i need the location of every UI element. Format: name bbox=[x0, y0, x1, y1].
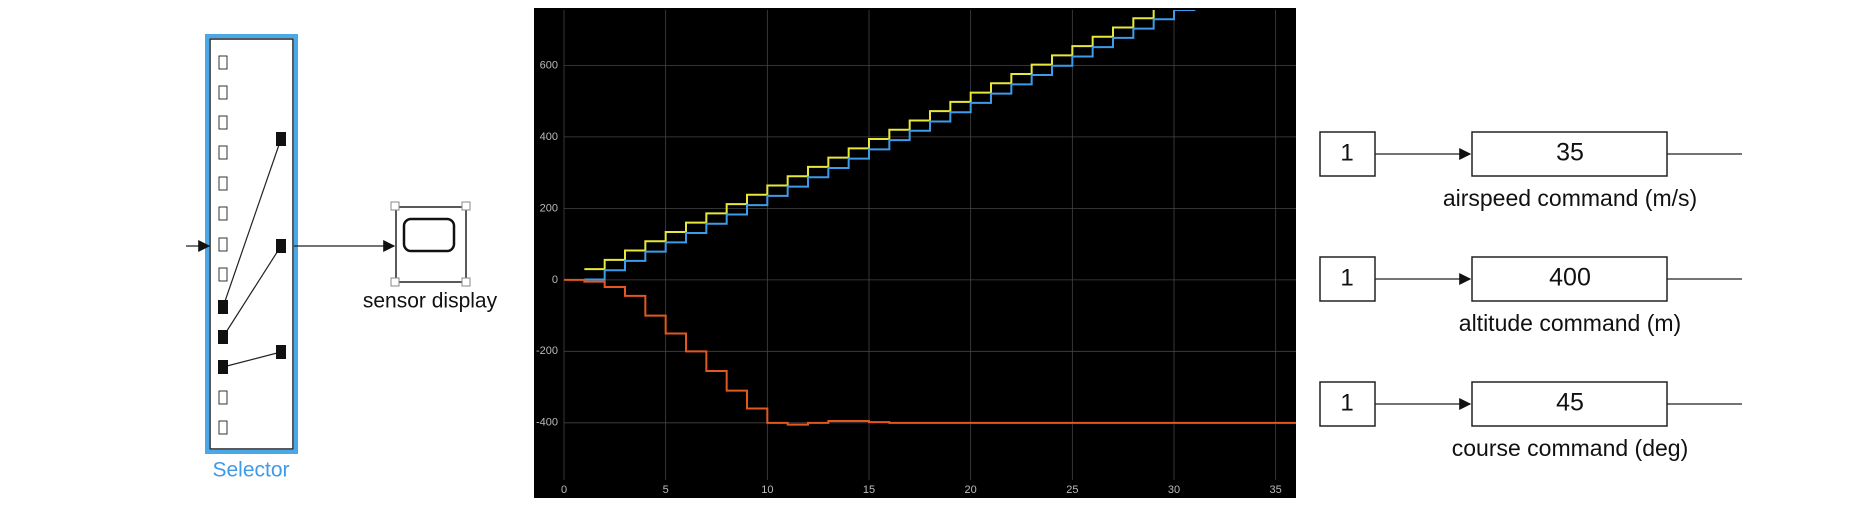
plot-panel bbox=[534, 8, 1296, 498]
y-tick-label: -200 bbox=[536, 345, 558, 357]
x-tick-label: 20 bbox=[965, 484, 977, 496]
x-tick-label: 35 bbox=[1270, 484, 1282, 496]
constant-block[interactable] bbox=[1319, 131, 1376, 177]
selector-block[interactable] bbox=[205, 34, 298, 454]
y-tick-label: -400 bbox=[536, 417, 558, 429]
display-value: 45 bbox=[1556, 389, 1584, 417]
constant-value: 1 bbox=[1340, 389, 1353, 416]
selector-label: Selector bbox=[212, 459, 289, 482]
constant-value: 1 bbox=[1340, 264, 1353, 291]
y-tick-label: 200 bbox=[540, 202, 558, 214]
x-tick-label: 15 bbox=[863, 484, 875, 496]
x-tick-label: 30 bbox=[1168, 484, 1180, 496]
plot: -400 -200 0 200 400 600 0 5 10 15 20 25 30 35 bbox=[536, 10, 1296, 496]
x-tick-label: 5 bbox=[663, 484, 669, 496]
display-label: airspeed command (m/s) bbox=[1443, 185, 1697, 211]
constant-block[interactable] bbox=[1319, 256, 1376, 302]
y-tick-label: 600 bbox=[540, 59, 558, 71]
scope-label: sensor display bbox=[363, 290, 498, 313]
series-line bbox=[584, 10, 1196, 281]
command-rows: 1 35 airspeed command (m/s) 1 400 altitude co… bbox=[1319, 131, 1742, 461]
display-label: course command (deg) bbox=[1452, 435, 1689, 461]
display-value: 35 bbox=[1556, 139, 1584, 167]
x-tick-label: 10 bbox=[761, 484, 773, 496]
display-block[interactable] bbox=[1471, 131, 1668, 177]
series-line bbox=[564, 278, 1296, 426]
y-tick-label: 400 bbox=[540, 131, 558, 143]
display-block[interactable] bbox=[1471, 381, 1668, 427]
x-tick-label: 0 bbox=[561, 484, 567, 496]
series-line bbox=[584, 10, 1155, 271]
y-tick-label: 0 bbox=[552, 274, 558, 286]
x-tick-label: 25 bbox=[1066, 484, 1078, 496]
display-label: altitude command (m) bbox=[1459, 310, 1681, 336]
scope-block[interactable] bbox=[390, 201, 471, 287]
display-value: 400 bbox=[1549, 264, 1591, 292]
constant-value: 1 bbox=[1340, 139, 1353, 166]
